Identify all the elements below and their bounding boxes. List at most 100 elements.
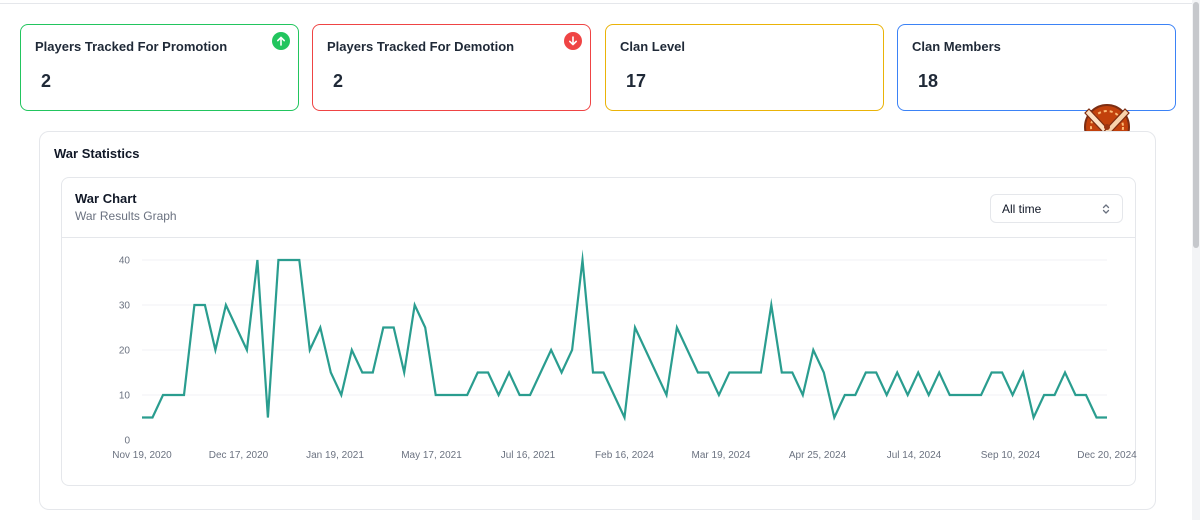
data-point[interactable] [401,370,407,376]
data-point[interactable] [957,392,963,398]
data-point[interactable] [244,347,250,353]
data-point[interactable] [632,325,638,331]
data-point[interactable] [233,325,239,331]
data-point[interactable] [989,370,995,376]
data-point[interactable] [1020,370,1026,376]
data-point[interactable] [170,392,176,398]
data-point[interactable] [800,392,806,398]
data-point[interactable] [265,415,271,421]
data-point[interactable] [370,370,376,376]
data-point[interactable] [978,392,984,398]
data-point[interactable] [1104,415,1110,421]
data-point[interactable] [548,347,554,353]
data-point[interactable] [359,370,365,376]
data-point[interactable] [149,415,155,421]
top-divider [0,3,1192,4]
data-point[interactable] [1073,392,1079,398]
data-point[interactable] [475,370,481,376]
data-point[interactable] [1010,392,1016,398]
data-point[interactable] [674,325,680,331]
data-point[interactable] [842,392,848,398]
data-point[interactable] [747,370,753,376]
data-point[interactable] [894,370,900,376]
data-point[interactable] [737,370,743,376]
data-point[interactable] [496,392,502,398]
data-point[interactable] [569,347,575,353]
data-point[interactable] [936,370,942,376]
data-point[interactable] [884,392,890,398]
data-point[interactable] [821,370,827,376]
data-point[interactable] [191,302,197,308]
data-point[interactable] [559,370,565,376]
data-point[interactable] [852,392,858,398]
data-point[interactable] [412,302,418,308]
data-point[interactable] [716,392,722,398]
data-point[interactable] [1052,392,1058,398]
demotion-count: 2 [333,71,344,91]
data-point[interactable] [968,392,974,398]
data-point[interactable] [517,392,523,398]
scrollbar-thumb[interactable] [1193,2,1199,248]
page-scrollbar[interactable] [1192,0,1200,520]
data-point[interactable] [684,347,690,353]
data-point[interactable] [338,392,344,398]
data-point[interactable] [873,370,879,376]
data-point[interactable] [1031,415,1037,421]
data-point[interactable] [307,347,313,353]
data-point[interactable] [580,257,586,263]
data-point[interactable] [286,257,292,263]
data-point[interactable] [538,370,544,376]
data-point[interactable] [947,392,953,398]
x-tick-label: Nov 19, 2020 [112,450,172,461]
data-point[interactable] [611,392,617,398]
data-point[interactable] [317,325,323,331]
data-point[interactable] [464,392,470,398]
data-point[interactable] [506,370,512,376]
data-point[interactable] [663,392,669,398]
data-point[interactable] [1083,392,1089,398]
data-point[interactable] [349,347,355,353]
data-point[interactable] [905,392,911,398]
data-point[interactable] [296,257,302,263]
data-point[interactable] [527,392,533,398]
data-point[interactable] [726,370,732,376]
data-point[interactable] [1094,415,1100,421]
time-range-select[interactable]: All time [990,194,1123,223]
data-point[interactable] [779,370,785,376]
data-point[interactable] [254,257,260,263]
data-point[interactable] [443,392,449,398]
data-point[interactable] [653,370,659,376]
data-point[interactable] [181,392,187,398]
data-point[interactable] [789,370,795,376]
data-point[interactable] [160,392,166,398]
data-point[interactable] [275,257,281,263]
data-point[interactable] [863,370,869,376]
data-point[interactable] [926,392,932,398]
data-point[interactable] [915,370,921,376]
data-point[interactable] [1041,392,1047,398]
data-point[interactable] [768,302,774,308]
data-point[interactable] [642,347,648,353]
data-point[interactable] [485,370,491,376]
data-point[interactable] [422,325,428,331]
data-point[interactable] [622,415,628,421]
data-point[interactable] [380,325,386,331]
data-point[interactable] [831,415,837,421]
data-point[interactable] [139,415,145,421]
data-point[interactable] [601,370,607,376]
data-point[interactable] [328,370,334,376]
data-point[interactable] [212,347,218,353]
data-point[interactable] [433,392,439,398]
data-point[interactable] [590,370,596,376]
data-point[interactable] [705,370,711,376]
x-tick-label: May 17, 2021 [401,450,462,461]
data-point[interactable] [391,325,397,331]
data-point[interactable] [999,370,1005,376]
data-point[interactable] [454,392,460,398]
data-point[interactable] [223,302,229,308]
data-point[interactable] [695,370,701,376]
data-point[interactable] [1062,370,1068,376]
data-point[interactable] [758,370,764,376]
data-point[interactable] [810,347,816,353]
data-point[interactable] [202,302,208,308]
